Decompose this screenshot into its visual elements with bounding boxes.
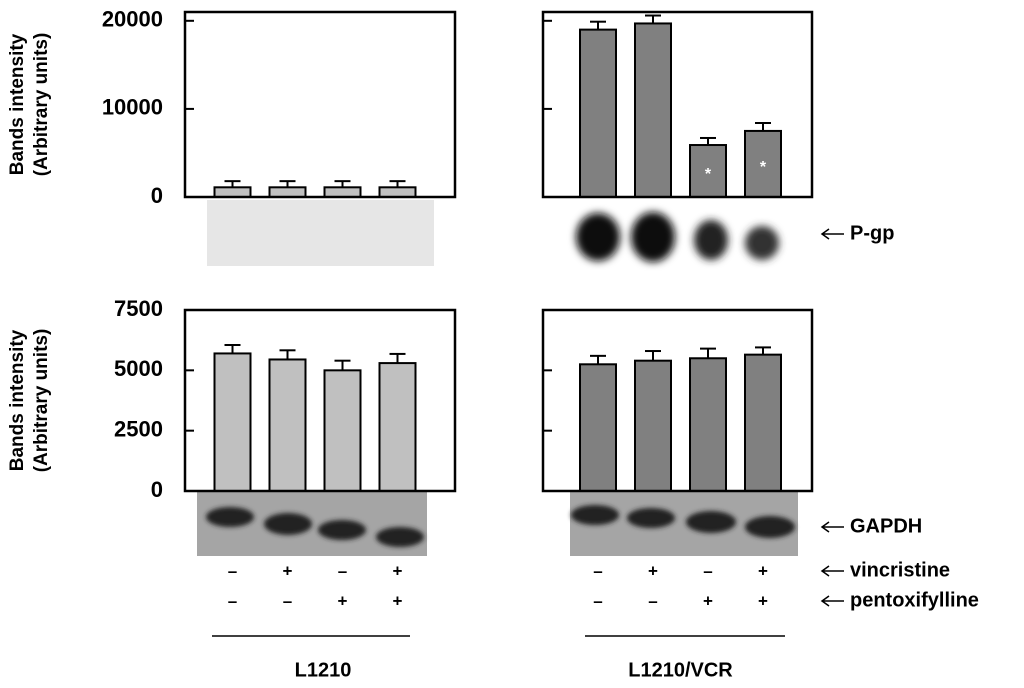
y-tick-label: 20000 bbox=[102, 7, 163, 32]
band-label: P-gp bbox=[850, 222, 894, 244]
treatment-sign: – bbox=[338, 561, 347, 580]
bar bbox=[744, 353, 782, 492]
y-axis-label: (Arbitrary units) bbox=[31, 33, 52, 177]
y-tick-label: 2500 bbox=[114, 416, 163, 441]
bar bbox=[213, 186, 252, 199]
treatment-sign: + bbox=[703, 591, 713, 610]
bar bbox=[323, 186, 362, 199]
treatment-sign: – bbox=[228, 561, 237, 580]
bar bbox=[378, 186, 417, 199]
group-label: L1210/VCR bbox=[628, 659, 733, 681]
y-tick-label: 5000 bbox=[114, 356, 163, 381]
bar bbox=[689, 357, 727, 492]
y-axis-label: (Arbitrary units) bbox=[31, 329, 52, 473]
bar bbox=[268, 358, 307, 492]
treatment-sign: + bbox=[648, 561, 658, 580]
group-label: L1210 bbox=[295, 659, 352, 681]
y-tick-label: 7500 bbox=[114, 296, 163, 321]
y-axis-label: Bands intensity bbox=[7, 329, 28, 471]
plot-frame bbox=[183, 308, 457, 493]
blot-gapdh-vcr bbox=[570, 492, 798, 556]
y-tick-label: 0 bbox=[151, 477, 163, 502]
bar bbox=[579, 28, 617, 198]
bar bbox=[323, 369, 362, 493]
plot-frame bbox=[541, 10, 814, 199]
treatment-sign: + bbox=[393, 561, 403, 580]
bar bbox=[579, 363, 617, 492]
arrows bbox=[820, 228, 844, 607]
treatment-sign: + bbox=[758, 591, 768, 610]
bar bbox=[378, 362, 417, 492]
bar bbox=[213, 352, 252, 492]
treatment-sign: – bbox=[593, 561, 602, 580]
y-tick-label: 0 bbox=[151, 183, 163, 208]
bar bbox=[634, 359, 672, 492]
treatment-sign: + bbox=[393, 591, 403, 610]
blot-gapdh-l1210 bbox=[197, 492, 427, 556]
treatment-sign: + bbox=[338, 591, 348, 610]
plot-frame bbox=[183, 10, 457, 199]
bar bbox=[689, 144, 727, 198]
blot-pgp-vcr bbox=[576, 212, 779, 262]
plot-frame bbox=[541, 308, 814, 493]
significance-marker: * bbox=[760, 159, 767, 176]
treatment-sign: – bbox=[228, 591, 237, 610]
treatment-label: vincristine bbox=[850, 559, 950, 581]
significance-marker: * bbox=[705, 166, 712, 183]
blot-pgp-l1210 bbox=[207, 200, 434, 266]
y-axis-label: Bands intensity bbox=[7, 33, 28, 175]
bar bbox=[744, 129, 782, 198]
treatment-sign: – bbox=[283, 591, 292, 610]
bar bbox=[634, 22, 672, 199]
y-tick-label: 10000 bbox=[102, 95, 163, 120]
treatment-sign: – bbox=[593, 591, 602, 610]
treatment-sign: + bbox=[283, 561, 293, 580]
band-label: GAPDH bbox=[850, 515, 922, 537]
treatment-sign: – bbox=[703, 561, 712, 580]
treatment-sign: – bbox=[648, 591, 657, 610]
treatment-label: pentoxifylline bbox=[850, 589, 979, 611]
treatment-sign: + bbox=[758, 561, 768, 580]
bar bbox=[268, 186, 307, 199]
